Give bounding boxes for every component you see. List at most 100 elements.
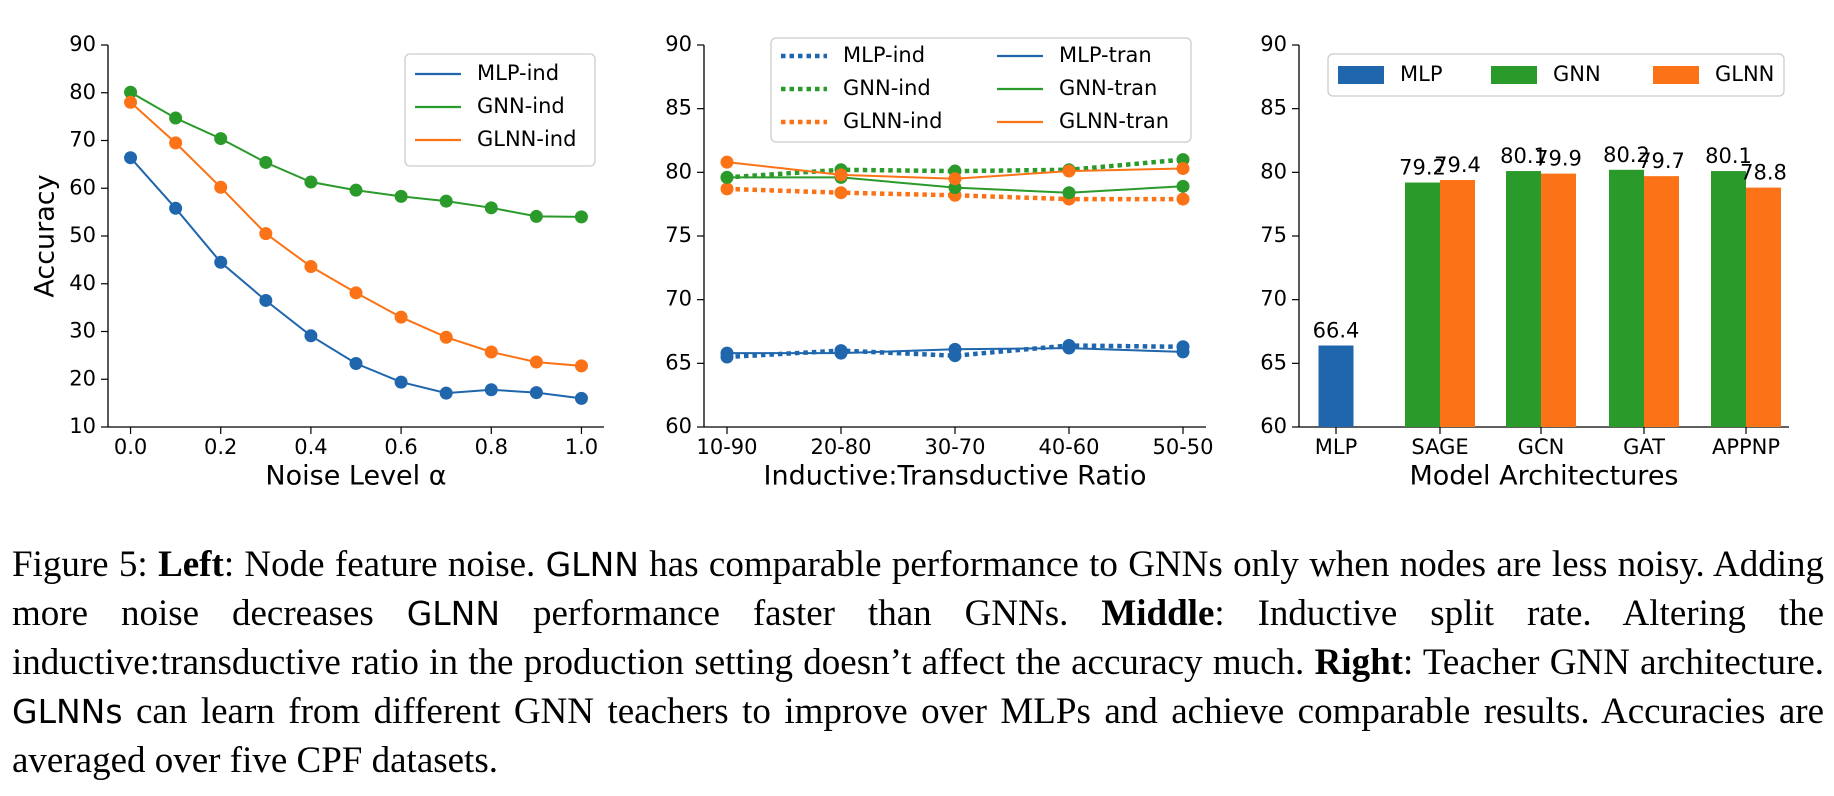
data-point-MLP-ind xyxy=(124,151,138,165)
data-point-MLP-ind xyxy=(529,386,543,400)
y-tick-label: 90 xyxy=(69,32,96,56)
caption-text: can learn from different GNN teachers to… xyxy=(12,691,1824,781)
legend-label: MLP xyxy=(1400,62,1442,86)
data-point-MLP-ind xyxy=(304,329,318,343)
data-point-GNN-ind xyxy=(529,209,543,223)
data-point-GLNN-tran xyxy=(834,168,848,182)
caption-text: performance faster than GNNs. xyxy=(500,593,1102,634)
legend-label: MLP-tran xyxy=(1059,43,1152,67)
x-tick-label: 0.0 xyxy=(114,435,147,459)
data-point-GLNN-ind xyxy=(484,345,498,359)
caption-left-label: Left xyxy=(158,544,224,585)
x-axis-label: Inductive:Transductive Ratio xyxy=(764,461,1147,492)
caption-middle-label: Middle xyxy=(1101,593,1215,634)
data-point-MLP-tran xyxy=(834,346,848,360)
data-point-GNN-ind xyxy=(304,175,318,189)
bar-GNN-GCN xyxy=(1506,171,1541,427)
data-point-GNN-tran xyxy=(948,181,962,195)
x-tick-label: 0.4 xyxy=(294,435,327,459)
data-point-GNN-ind xyxy=(124,85,138,99)
x-tick-label: 10-90 xyxy=(696,435,757,459)
bar-value-label: 79.4 xyxy=(1434,153,1481,177)
bar-GLNN-GAT xyxy=(1644,176,1679,427)
legend-label: GNN-tran xyxy=(1059,76,1157,100)
legend-box-1 xyxy=(404,53,596,167)
caption-right-label: Right xyxy=(1314,642,1403,683)
data-point-MLP-ind xyxy=(169,201,183,215)
data-point-GLNN-ind xyxy=(259,227,273,241)
data-point-GLNN-ind xyxy=(169,136,183,150)
data-point-GNN-ind xyxy=(439,194,453,208)
x-axis-label: Model Architectures xyxy=(1409,461,1678,492)
bar-GLNN-SAGE xyxy=(1440,179,1475,427)
legend-label: GLNN-tran xyxy=(1059,109,1169,133)
caption-glnn: GLNN xyxy=(545,545,639,584)
data-point-GLNN-tran xyxy=(1062,164,1076,178)
y-tick-label: 60 xyxy=(69,175,96,199)
legend-swatch-3 xyxy=(1653,66,1699,84)
y-tick-label: 65 xyxy=(665,350,692,374)
y-tick-label: 80 xyxy=(1260,159,1287,183)
legend-box-3 xyxy=(1327,53,1785,97)
legend-swatch-3 xyxy=(1338,66,1384,84)
data-point-GLNN-ind xyxy=(304,260,318,274)
x-tick-label: 0.8 xyxy=(475,435,508,459)
data-point-GLNN-tran xyxy=(1176,162,1190,176)
x-tick-label: 20-80 xyxy=(810,435,871,459)
data-point-GNN-ind xyxy=(349,183,363,197)
y-tick-label: 40 xyxy=(69,271,96,295)
legend-swatch-3 xyxy=(1491,66,1537,84)
data-point-MLP-tran xyxy=(1062,341,1076,355)
y-tick-label: 70 xyxy=(69,128,96,152)
y-tick-label: 20 xyxy=(69,366,96,390)
y-tick-label: 50 xyxy=(69,223,96,247)
bar-value-label: 79.7 xyxy=(1638,149,1685,173)
legend-label: GLNN-ind xyxy=(477,127,576,151)
y-tick-label: 70 xyxy=(1260,287,1287,311)
data-point-GLNN-tran xyxy=(720,155,734,169)
x-tick-label: MLP xyxy=(1315,435,1357,459)
data-point-GNN-ind xyxy=(484,201,498,215)
y-tick-label: 70 xyxy=(665,287,692,311)
bar-value-label: 66.4 xyxy=(1313,319,1360,343)
bar-value-label: 80.2 xyxy=(1603,143,1650,167)
legend-label: MLP-ind xyxy=(843,43,925,67)
data-point-GNN-ind xyxy=(394,189,408,203)
bar-value-label: 78.8 xyxy=(1740,161,1787,185)
data-point-GLNN-ind xyxy=(1176,192,1190,206)
data-point-GNN-tran xyxy=(1062,186,1076,200)
y-tick-label: 60 xyxy=(665,414,692,438)
x-tick-label: SAGE xyxy=(1411,435,1468,459)
bar-GNN-SAGE xyxy=(1405,182,1440,427)
caption-text: : Inductive split rate. Altering the ind… xyxy=(12,593,1824,683)
y-tick-label: 75 xyxy=(1260,223,1287,247)
bar-value-label: 79.2 xyxy=(1399,156,1446,180)
caption-glnn: GLNN xyxy=(406,594,501,633)
caption-text: has comparable performance to GNNs only … xyxy=(12,544,1824,634)
data-point-GLNN-ind xyxy=(214,180,228,194)
data-point-MLP-ind xyxy=(349,356,363,370)
data-point-GLNN-ind xyxy=(720,182,734,196)
data-point-GLNN-ind xyxy=(834,186,848,200)
x-tick-label: 0.6 xyxy=(384,435,417,459)
y-axis-label: Accuracy xyxy=(30,174,61,297)
data-point-MLP-ind xyxy=(574,391,588,405)
data-point-GLNN-ind xyxy=(574,359,588,373)
x-tick-label: 1.0 xyxy=(565,435,598,459)
legend-box-2 xyxy=(770,37,1192,143)
data-point-GLNN-ind xyxy=(124,95,138,109)
bar-value-label: 80.1 xyxy=(1500,144,1547,168)
bar-MLP-MLP xyxy=(1318,345,1354,427)
caption-glnn: GLNNs xyxy=(12,692,123,731)
caption-figure-number: Figure 5: xyxy=(12,544,159,585)
y-tick-label: 65 xyxy=(1260,350,1287,374)
data-point-GNN-tran xyxy=(1176,179,1190,193)
bar-value-label: 80.1 xyxy=(1705,144,1752,168)
data-point-GLNN-ind xyxy=(394,310,408,324)
data-point-GNN-ind xyxy=(574,210,588,224)
legend-label: GNN-ind xyxy=(477,94,565,118)
bar-value-label: 79.9 xyxy=(1535,147,1582,171)
y-tick-label: 80 xyxy=(69,80,96,104)
legend-label: GLNN-ind xyxy=(843,109,942,133)
data-point-GNN-ind xyxy=(214,132,228,146)
